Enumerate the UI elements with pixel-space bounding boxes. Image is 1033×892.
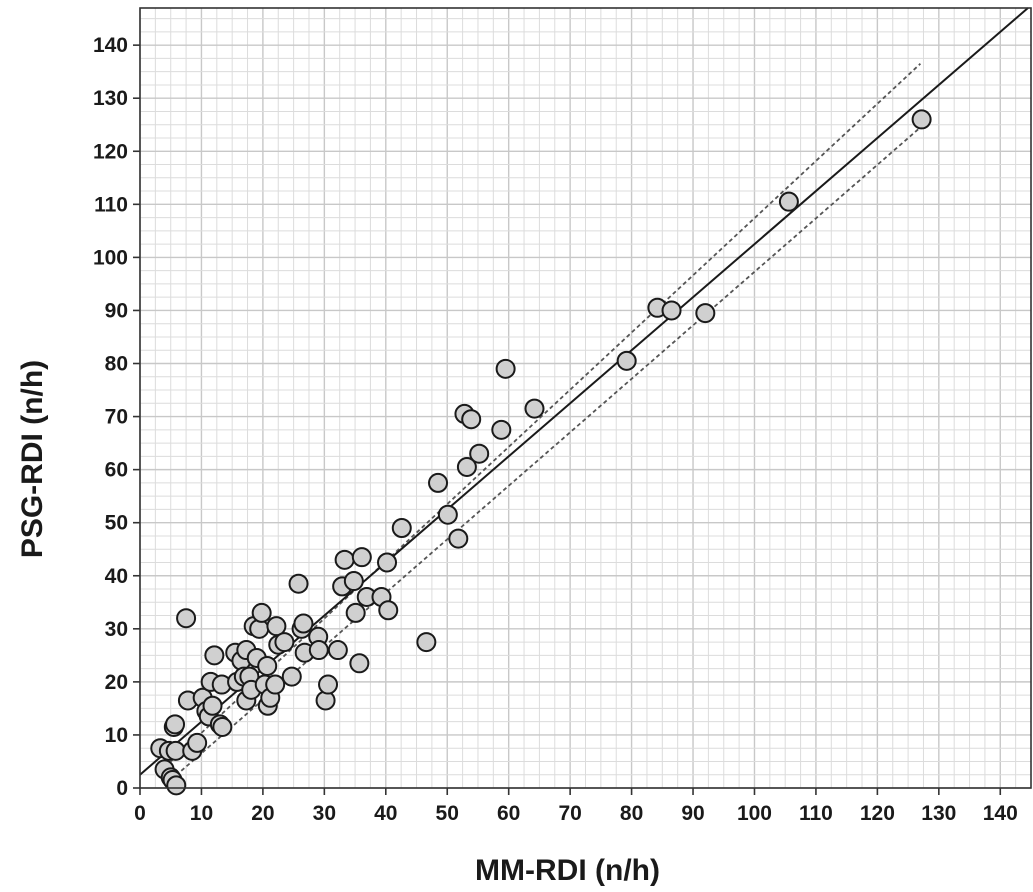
x-tick-label: 70 xyxy=(558,802,581,825)
ci-lower-line xyxy=(170,126,921,781)
y-tick-label: 80 xyxy=(105,353,128,376)
y-tick-label: 40 xyxy=(105,565,128,588)
data-point xyxy=(281,666,302,687)
x-tick-label: 10 xyxy=(190,802,213,825)
data-point xyxy=(351,547,372,568)
data-point xyxy=(165,714,186,735)
y-axis-title: PSG-RDI (n/h) xyxy=(16,360,49,558)
data-point xyxy=(428,472,449,493)
data-point xyxy=(257,655,278,676)
grid xyxy=(139,8,1032,789)
data-point xyxy=(695,303,716,324)
y-tick-label: 30 xyxy=(105,618,128,641)
x-tick-label: 130 xyxy=(921,802,956,825)
confidence-band xyxy=(170,63,922,781)
y-tick-label: 130 xyxy=(93,87,128,110)
data-point xyxy=(778,191,799,212)
data-point xyxy=(327,640,348,661)
data-point xyxy=(187,732,208,753)
y-tick-label: 20 xyxy=(105,671,128,694)
data-point xyxy=(212,716,233,737)
data-point xyxy=(288,573,309,594)
data-point xyxy=(274,632,295,653)
x-tick-label: 140 xyxy=(983,802,1018,825)
data-point xyxy=(318,674,339,695)
data-point xyxy=(343,571,364,592)
data-point xyxy=(437,504,458,525)
data-point xyxy=(176,608,197,629)
y-tick-label: 70 xyxy=(105,406,128,429)
x-tick-label: 80 xyxy=(620,802,643,825)
data-point xyxy=(251,602,272,623)
data-point xyxy=(456,456,477,477)
data-point xyxy=(293,613,314,634)
x-axis-title: MM-RDI (n/h) xyxy=(475,854,660,887)
data-points xyxy=(150,109,932,796)
data-point xyxy=(391,518,412,538)
x-tick-label: 50 xyxy=(436,802,459,825)
data-point xyxy=(416,632,437,653)
data-point xyxy=(491,419,512,440)
data-point xyxy=(349,653,370,674)
data-point xyxy=(495,358,516,379)
data-point xyxy=(378,600,399,621)
x-tick-label: 100 xyxy=(737,802,772,825)
data-point xyxy=(661,300,682,321)
y-tick-label: 10 xyxy=(105,724,128,747)
plot-frame xyxy=(139,7,1032,789)
data-point xyxy=(334,549,355,570)
y-tick-label: 100 xyxy=(93,246,128,269)
data-point xyxy=(461,409,482,430)
data-point xyxy=(469,443,490,464)
y-tick-label: 110 xyxy=(94,193,128,216)
y-tick-label: 120 xyxy=(93,140,128,163)
x-tick-label: 0 xyxy=(134,802,146,825)
data-point xyxy=(165,740,186,761)
data-point xyxy=(448,528,469,549)
y-tick-label: 90 xyxy=(105,299,128,322)
data-point xyxy=(911,109,932,130)
ci-upper-line xyxy=(170,63,922,763)
data-point xyxy=(345,602,366,623)
x-tick-label: 90 xyxy=(681,802,704,825)
y-tick-label: 140 xyxy=(93,34,128,57)
data-point xyxy=(377,552,398,573)
axes: 0 10 20 30 40 50 60 70 80 90 100 110 120 130 140 0 10 20 3… xyxy=(93,7,1032,825)
x-tick-label: 20 xyxy=(251,802,274,825)
y-tick-label: 50 xyxy=(105,512,128,535)
y-tick-label: 60 xyxy=(105,459,128,482)
data-point xyxy=(166,775,187,796)
x-tick-label: 30 xyxy=(313,802,336,825)
data-point xyxy=(524,398,545,419)
x-tick-label: 120 xyxy=(860,802,895,825)
data-point xyxy=(204,645,225,666)
data-point xyxy=(308,640,329,661)
data-point xyxy=(616,350,637,371)
x-tick-label: 60 xyxy=(497,802,520,825)
y-tick-label: 0 xyxy=(116,777,128,800)
x-tick-label: 110 xyxy=(799,802,833,825)
data-point xyxy=(265,674,286,695)
x-tick-label: 40 xyxy=(374,802,397,825)
data-point xyxy=(202,695,223,716)
